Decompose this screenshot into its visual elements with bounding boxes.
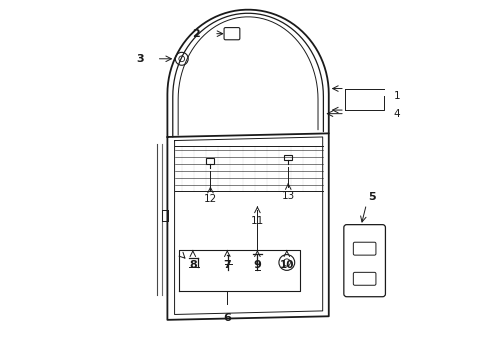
Text: 9: 9 bbox=[253, 260, 261, 270]
Text: 8: 8 bbox=[188, 260, 196, 270]
Text: 1: 1 bbox=[392, 91, 399, 101]
Text: 3: 3 bbox=[136, 54, 144, 64]
Text: 2: 2 bbox=[191, 29, 199, 39]
Text: 13: 13 bbox=[281, 191, 294, 201]
Text: 12: 12 bbox=[203, 194, 217, 204]
Text: 6: 6 bbox=[223, 313, 231, 323]
Text: 11: 11 bbox=[250, 216, 264, 226]
Bar bbox=[206, 158, 214, 164]
Bar bbox=[284, 155, 292, 160]
Text: 4: 4 bbox=[392, 109, 399, 119]
Text: 10: 10 bbox=[279, 260, 293, 270]
Text: 5: 5 bbox=[367, 192, 375, 202]
Text: 7: 7 bbox=[223, 260, 231, 270]
